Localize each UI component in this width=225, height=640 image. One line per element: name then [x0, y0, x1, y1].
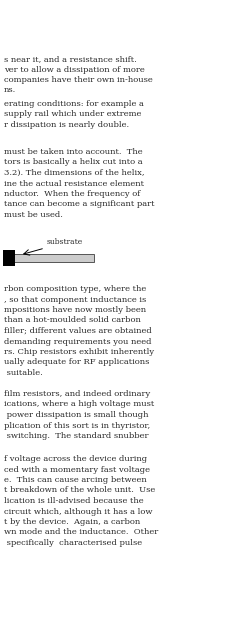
Text: r dissipation is nearly double.: r dissipation is nearly double. [4, 121, 128, 129]
Text: circuit which, although it has a low: circuit which, although it has a low [4, 508, 152, 515]
Text: power dissipation is small though: power dissipation is small though [4, 411, 148, 419]
Bar [14, 254, 94, 262]
Text: wn mode and the inductance.  Other: wn mode and the inductance. Other [4, 529, 158, 536]
Text: lication is ill-advised because the: lication is ill-advised because the [4, 497, 143, 505]
Text: specifically  characterised pulse: specifically characterised pulse [4, 539, 142, 547]
Text: t by the device.  Again, a carbon: t by the device. Again, a carbon [4, 518, 140, 526]
Text: suitable.: suitable. [4, 369, 43, 377]
Text: ns.: ns. [4, 86, 16, 95]
Text: rbon composition type, where the: rbon composition type, where the [4, 285, 146, 293]
Text: mpositions have now mostly been: mpositions have now mostly been [4, 306, 146, 314]
Text: f voltage across the device during: f voltage across the device during [4, 455, 146, 463]
Text: substrate: substrate [47, 238, 83, 246]
Text: , so that component inductance is: , so that component inductance is [4, 296, 146, 303]
Text: supply rail which under extreme: supply rail which under extreme [4, 111, 141, 118]
Text: companies have their own in-house: companies have their own in-house [4, 76, 152, 84]
Text: 3.2). The dimensions of the helix,: 3.2). The dimensions of the helix, [4, 169, 144, 177]
Text: t breakdown of the whole unit.  Use: t breakdown of the whole unit. Use [4, 486, 155, 495]
Text: plication of this sort is in thyristor,: plication of this sort is in thyristor, [4, 422, 149, 429]
Text: tors is basically a helix cut into a: tors is basically a helix cut into a [4, 159, 142, 166]
Text: erating conditions: for example a: erating conditions: for example a [4, 100, 143, 108]
Text: demanding requirements you need: demanding requirements you need [4, 337, 151, 346]
Text: s near it, and a resistance shift.: s near it, and a resistance shift. [4, 55, 136, 63]
Text: filler; different values are obtained: filler; different values are obtained [4, 327, 151, 335]
Text: must be used.: must be used. [4, 211, 63, 219]
Text: must be taken into account.  The: must be taken into account. The [4, 148, 142, 156]
Text: nductor.  When the frequency of: nductor. When the frequency of [4, 190, 140, 198]
Text: tance can become a significant part: tance can become a significant part [4, 200, 154, 209]
Bar [3, 250, 15, 266]
Text: ver to allow a dissipation of more: ver to allow a dissipation of more [4, 65, 144, 74]
Text: ced with a momentary fast voltage: ced with a momentary fast voltage [4, 465, 149, 474]
Text: film resistors, and indeed ordinary: film resistors, and indeed ordinary [4, 390, 150, 398]
Text: ications, where a high voltage must: ications, where a high voltage must [4, 401, 154, 408]
Text: switching.  The standard snubber: switching. The standard snubber [4, 432, 148, 440]
Text: rs. Chip resistors exhibit inherently: rs. Chip resistors exhibit inherently [4, 348, 153, 356]
Text: than a hot-moulded solid carbon: than a hot-moulded solid carbon [4, 317, 140, 324]
Text: ually adequate for RF applications: ually adequate for RF applications [4, 358, 149, 367]
Text: e.  This can cause arcing between: e. This can cause arcing between [4, 476, 146, 484]
Text: ine the actual resistance element: ine the actual resistance element [4, 179, 143, 188]
